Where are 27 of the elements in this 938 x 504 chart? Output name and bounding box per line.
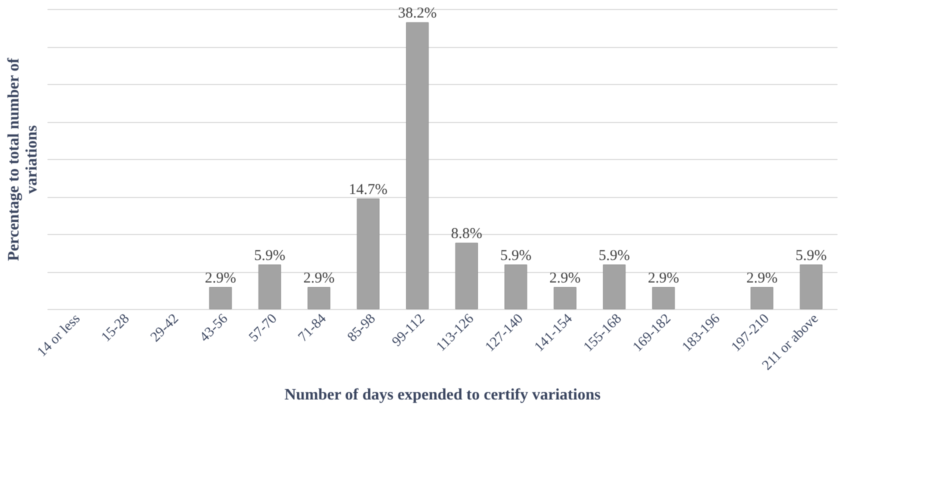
bar — [258, 264, 282, 310]
data-label: 2.9% — [746, 270, 778, 286]
bar — [356, 198, 380, 310]
bar — [209, 287, 232, 310]
data-label: 5.9% — [796, 248, 827, 264]
data-label: 5.9% — [500, 248, 532, 264]
data-label: 2.9% — [648, 270, 680, 286]
bar — [554, 287, 576, 310]
bar — [800, 264, 822, 310]
bar — [308, 287, 330, 310]
bar — [455, 242, 478, 310]
data-label: 5.9% — [254, 248, 286, 264]
data-label: 5.9% — [598, 248, 630, 264]
x-tick-label: 14 or less — [34, 312, 84, 360]
y-axis-title: Percentage to total number of variations — [6, 57, 40, 261]
bar — [750, 287, 774, 310]
data-label: 2.9% — [549, 270, 581, 286]
x-axis-title: Number of days expended to certify variations — [284, 386, 601, 404]
data-label: 2.9% — [303, 270, 335, 286]
data-label: 38.2% — [398, 6, 437, 22]
bar — [602, 264, 626, 310]
bar — [504, 264, 528, 310]
data-label: 2.9% — [204, 270, 236, 286]
bar — [652, 287, 675, 310]
data-label: 14.7% — [348, 182, 388, 198]
bar — [406, 22, 429, 310]
data-label: 8.8% — [450, 226, 482, 242]
